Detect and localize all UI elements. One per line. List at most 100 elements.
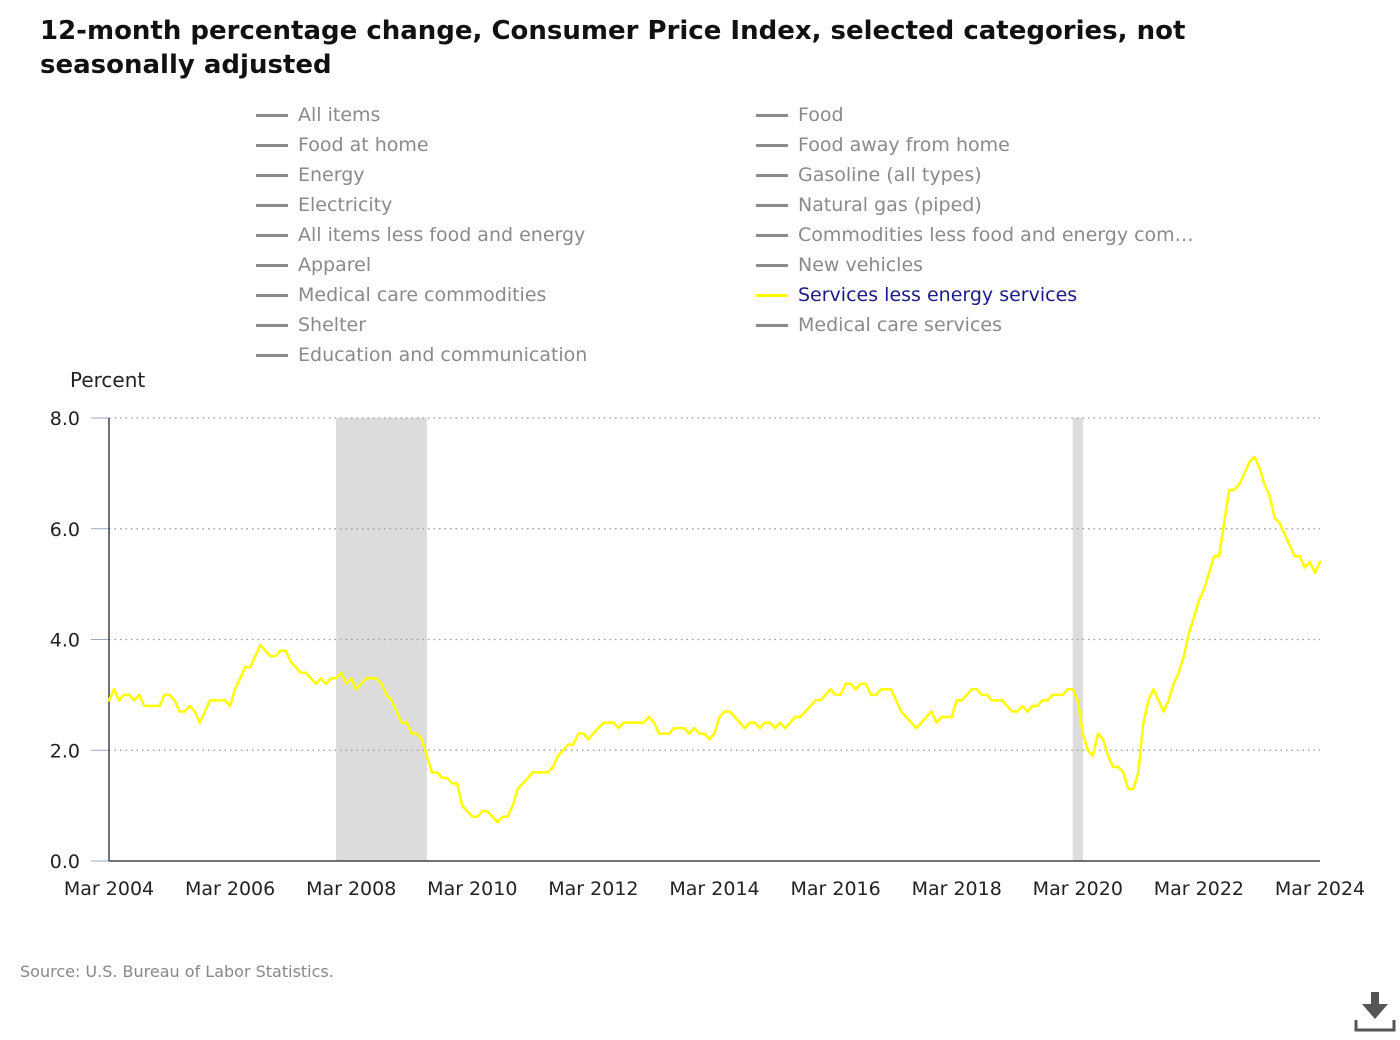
data-point — [501, 815, 504, 818]
data-point — [334, 677, 338, 680]
y-axis-unit-label: Percent — [70, 368, 146, 392]
data-point — [1091, 754, 1095, 757]
data-point — [188, 704, 191, 708]
data-point — [713, 732, 716, 735]
data-point — [173, 699, 176, 702]
legend-item[interactable]: Services less energy services — [756, 280, 1077, 310]
data-point — [1005, 704, 1009, 708]
legend-item[interactable]: Energy — [256, 160, 365, 190]
legend-item[interactable]: All items — [256, 100, 380, 130]
x-tick-label: Mar 2006 — [185, 878, 275, 900]
legend-item[interactable]: All items less food and energy — [256, 220, 585, 250]
data-point — [218, 699, 222, 702]
data-point — [698, 732, 701, 735]
data-point — [672, 726, 676, 730]
data-point — [1122, 771, 1125, 774]
legend-item[interactable]: Commodities less food and energy com… — [756, 220, 1194, 250]
legend-item[interactable]: New vehicles — [756, 250, 923, 280]
y-tick-label: 2.0 — [50, 740, 80, 762]
data-point — [667, 732, 671, 735]
data-point — [556, 754, 560, 757]
data-point — [587, 737, 590, 741]
data-point — [960, 699, 963, 702]
data-point — [758, 726, 762, 730]
data-point — [455, 782, 459, 785]
data-point — [526, 776, 530, 780]
data-point — [1157, 699, 1160, 702]
line-chart: 0.0 2.0 4.0 6.0 8.0 Mar 2004 Mar 2006 Mar 2008 M… — [50, 408, 1365, 900]
legend-label: All items — [298, 104, 381, 126]
legend-label: All items less food and energy — [298, 224, 586, 246]
legend-swatch — [256, 323, 288, 327]
data-point — [279, 649, 282, 652]
data-point — [415, 732, 418, 735]
legend-item[interactable]: Food — [756, 100, 844, 130]
legend-swatch — [256, 263, 288, 267]
data-point — [112, 688, 116, 691]
data-point — [1076, 699, 1080, 702]
data-point — [1096, 732, 1100, 735]
legend-item[interactable]: Shelter — [256, 310, 366, 340]
data-point — [1278, 522, 1281, 525]
data-point — [1268, 494, 1271, 497]
x-tick-label: Mar 2024 — [1275, 878, 1365, 900]
data-point — [632, 721, 635, 724]
download-icon[interactable] — [1352, 990, 1398, 1034]
legend-item[interactable]: Apparel — [256, 250, 371, 280]
legend-item[interactable]: Medical care services — [756, 310, 1002, 340]
data-point — [844, 682, 847, 685]
data-point — [940, 715, 943, 719]
legend-label: Medical care services — [798, 314, 1002, 336]
legend-item[interactable]: Electricity — [256, 190, 392, 220]
data-point — [491, 815, 494, 818]
data-point — [1041, 699, 1044, 702]
data-point — [1197, 599, 1201, 602]
data-point — [869, 693, 873, 697]
legend-label: New vehicles — [798, 254, 924, 276]
data-point — [809, 704, 812, 708]
data-point — [1212, 555, 1216, 558]
data-point — [683, 726, 686, 730]
data-point — [1056, 693, 1059, 697]
data-point — [1182, 654, 1185, 658]
data-point — [1152, 688, 1155, 691]
data-point — [723, 710, 726, 713]
data-point — [198, 721, 202, 724]
data-point — [1293, 555, 1296, 558]
data-point — [1192, 616, 1196, 619]
legend-item[interactable]: Education and communication — [256, 340, 587, 370]
recession-band — [336, 418, 427, 861]
x-tick-label: Mar 2018 — [912, 878, 1002, 900]
data-point — [894, 699, 898, 702]
data-point — [1051, 693, 1054, 697]
data-point — [688, 732, 691, 735]
data-point — [905, 715, 908, 719]
data-point — [920, 721, 923, 724]
legend-swatch — [756, 293, 788, 297]
data-point — [657, 732, 661, 735]
data-point — [249, 665, 252, 669]
data-point — [208, 699, 212, 702]
legend-label: Shelter — [298, 314, 367, 336]
legend-swatch — [256, 293, 288, 297]
data-point — [778, 721, 782, 724]
legend-label: Apparel — [298, 254, 372, 276]
data-point — [365, 677, 368, 680]
legend-item[interactable]: Gasoline (all types) — [756, 160, 982, 190]
data-point — [1036, 704, 1039, 708]
data-point — [1101, 737, 1105, 741]
data-point — [1187, 632, 1191, 636]
legend-item[interactable]: Food away from home — [756, 130, 1010, 160]
legend-item[interactable]: Food at home — [256, 130, 429, 160]
data-point — [294, 665, 297, 669]
data-point — [375, 677, 378, 680]
legend-item[interactable]: Natural gas (piped) — [756, 190, 982, 220]
data-point — [748, 721, 752, 724]
data-point — [1081, 732, 1085, 735]
data-point — [117, 699, 121, 702]
data-point — [440, 776, 444, 780]
data-point — [481, 809, 484, 813]
y-tick-label: 4.0 — [50, 630, 80, 652]
data-point — [385, 693, 388, 697]
legend-item[interactable]: Medical care commodities — [256, 280, 546, 310]
